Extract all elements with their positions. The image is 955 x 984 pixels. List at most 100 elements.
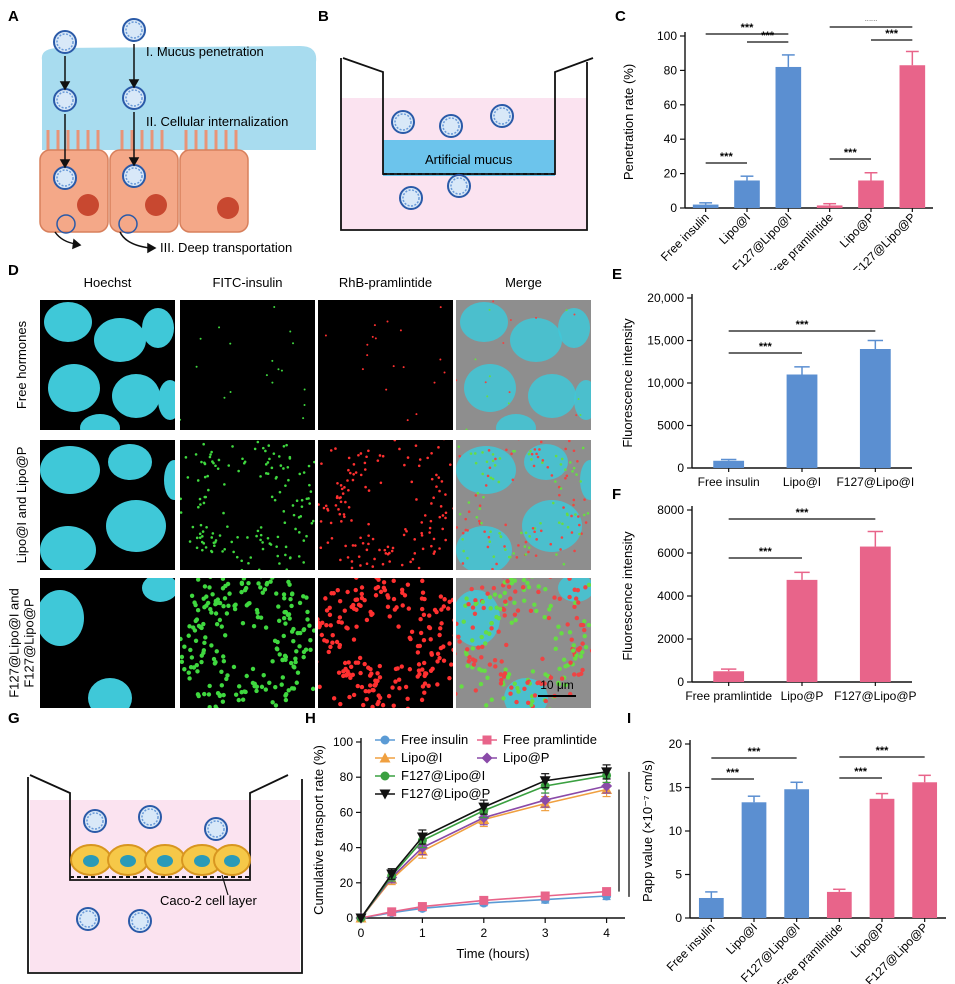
fluorescent-puncta [467,510,471,513]
fluorescent-puncta [417,643,423,649]
fluorescent-puncta [429,652,435,657]
fluorescent-puncta [214,621,220,627]
fluorescent-puncta [443,440,445,441]
fluorescent-puncta [277,368,280,371]
fluorescent-puncta [295,499,299,503]
data-point [416,832,428,843]
fluorescent-puncta [328,644,333,650]
fluorescent-puncta [383,548,387,552]
fluorescent-puncta [512,612,518,617]
x-axis-label: Time (hours) [456,946,529,961]
x-tick-label: Free insulin [664,920,718,974]
fluorescent-puncta [399,587,405,592]
fluorescent-puncta [499,677,504,683]
fluorescent-puncta [432,607,438,613]
fluorescent-puncta [449,662,453,667]
fluorescent-puncta [257,569,259,570]
fluorescent-puncta [406,606,412,611]
fluorescent-puncta [559,548,562,551]
fluorescent-puncta [553,646,558,651]
fluorescent-puncta [573,656,578,661]
fluorescent-puncta [448,463,452,466]
fluorescent-puncta [233,692,239,697]
fluorescent-puncta [255,534,258,538]
fluorescent-puncta [571,470,574,473]
significance-label: *** [865,20,879,27]
fluorescent-puncta [456,691,458,696]
fluorescent-puncta [363,688,368,694]
y-tick-label: 20 [340,876,354,890]
fluorescent-puncta [565,474,569,478]
fluorescent-puncta [208,607,213,612]
fluorescent-puncta [504,642,509,648]
fluorescent-puncta [318,503,320,506]
fluorescent-puncta [556,624,561,629]
fluorescent-puncta [236,697,241,703]
fluorescent-puncta [567,594,572,600]
significance-label: *** [876,745,890,757]
fluorescent-puncta [269,543,273,546]
fluorescent-puncta [589,648,591,653]
legend-label: Free pramlintide [503,732,597,747]
fluorescent-puncta [405,706,410,708]
fluorescent-puncta [340,520,343,523]
fluorescent-puncta [244,673,249,679]
fluorescent-puncta [420,534,424,537]
fluorescent-puncta [406,419,409,422]
fluorescent-puncta [209,610,214,615]
fluorescent-puncta [582,627,587,633]
fluorescent-puncta [572,449,576,453]
micrograph-tile [456,300,591,430]
fluorescent-puncta [450,597,453,603]
fluorescent-puncta [302,471,306,474]
fluorescent-puncta [291,626,296,632]
fluorescent-puncta [541,459,545,462]
fluorescent-puncta [428,531,431,534]
fluorescent-puncta [338,496,341,500]
fluorescent-puncta [221,604,226,609]
medium [30,800,300,972]
fluorescent-puncta [561,657,567,662]
fluorescent-puncta [298,472,302,476]
fluorescent-puncta [326,649,331,655]
nucleus [574,380,591,420]
fluorescent-puncta [283,697,289,703]
fluorescent-puncta [351,692,357,698]
fluorescent-puncta [318,617,320,622]
fluorescent-puncta [210,431,213,434]
fluorescent-puncta [318,660,319,664]
fluorescent-puncta [204,546,208,549]
fluorescent-puncta [343,570,347,574]
fluorescent-puncta [530,669,536,674]
fluorescent-puncta [193,602,198,608]
series-line [360,890,607,919]
fluorescent-puncta [575,647,581,652]
fluorescent-puncta [358,603,363,609]
fluorescent-puncta [556,680,561,685]
fluorescent-puncta [571,643,576,648]
fluorescent-puncta [370,704,375,708]
fluorescent-puncta [202,640,207,646]
fluorescent-puncta [337,598,343,604]
fluorescent-puncta [297,600,303,606]
fluorescent-puncta [354,597,360,602]
fluorescent-puncta [532,602,537,607]
y-tick-label: 2000 [657,632,684,646]
fluorescent-puncta [373,557,376,561]
fluorescent-puncta [225,673,230,678]
fluorescent-puncta [187,624,192,629]
fluorescent-puncta [364,485,367,489]
fluorescent-puncta [516,689,521,694]
fluorescent-puncta [291,504,295,507]
fluorescent-puncta [415,674,420,679]
fluorescent-puncta [574,615,580,621]
fluorescent-puncta [232,606,238,612]
fluorescent-puncta [421,637,427,643]
fluorescent-puncta [532,464,536,468]
micrograph-tile [40,578,175,708]
fluorescent-puncta [282,467,285,470]
fluorescent-puncta [217,617,223,623]
fluorescent-puncta [281,616,287,621]
fluorescent-puncta [513,589,518,594]
panel-label-a: A [8,8,19,25]
